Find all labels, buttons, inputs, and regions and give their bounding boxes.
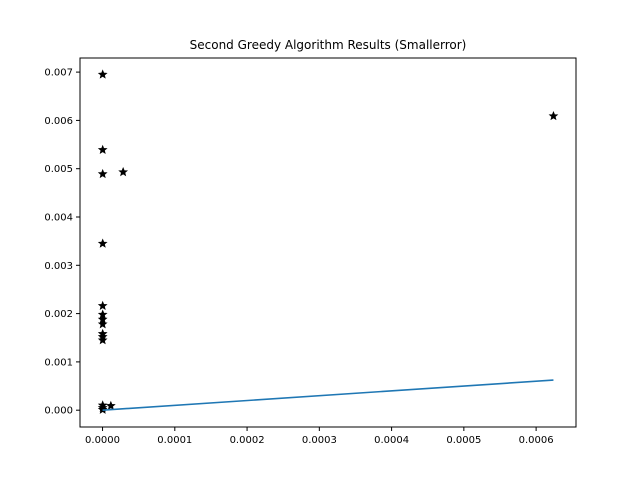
x-tick-label: 0.0000 [85,435,120,446]
data-point-star [97,144,108,154]
data-point-star [97,404,108,414]
plot-frame [79,57,577,428]
y-tick-label: 0.007 [44,68,73,79]
data-point-star [97,335,108,345]
x-tick-label: 0.0004 [374,435,409,446]
y-tick-label: 0.002 [44,309,73,320]
data-point-star [97,319,108,329]
data-point-star [97,300,108,310]
x-axis: 0.0000 0.0001 0.0002 0.0003 0.0004 0.0005 0.00… [85,427,554,446]
x-tick-label: 0.0001 [157,435,192,446]
x-tick-label: 0.0006 [519,435,554,446]
data-point-star [97,168,108,179]
x-tick-label: 0.0005 [446,435,481,446]
data-point-star [97,69,108,79]
x-tick-label: 0.0003 [302,435,337,446]
y-tick-label: 0.004 [44,212,73,223]
data-point-star [118,166,128,177]
y-tick-label: 0.005 [44,164,73,175]
series-line [102,379,554,411]
y-axis: 0.000 0.001 0.002 0.003 0.004 0.005 0.006 0.007 [44,68,80,417]
y-tick-label: 0.001 [44,357,73,368]
x-tick-label: 0.0002 [230,435,265,446]
y-tick-label: 0.000 [44,406,73,417]
plot-area [80,58,576,427]
series-layer [97,69,559,414]
data-point-star [97,238,108,248]
y-tick-label: 0.006 [44,116,73,127]
y-tick-label: 0.003 [44,261,73,272]
data-point-star [106,400,116,410]
chart-title: Second Greedy Algorithm Results (Smaller… [190,38,467,52]
data-point-star [548,110,559,121]
